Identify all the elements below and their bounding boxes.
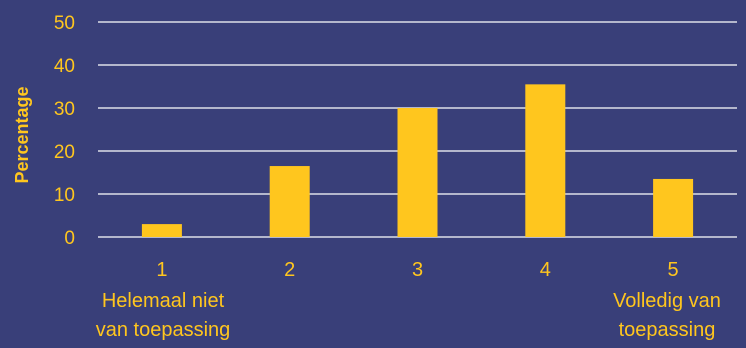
bar-5 — [653, 178, 694, 237]
bar-4 — [525, 84, 566, 237]
y-tick-label: 20 — [54, 142, 75, 163]
y-tick-label: 30 — [54, 99, 75, 120]
bars — [141, 84, 694, 237]
bar-1 — [141, 224, 182, 237]
y-tick-label: 0 — [64, 228, 75, 249]
y-tick-label: 10 — [54, 185, 75, 206]
y-axis-tick-labels: 0 10 20 30 40 50 — [54, 13, 75, 249]
y-axis-label: Percentage — [12, 86, 32, 183]
x-tick-label: 4 — [540, 259, 551, 281]
x-tick-label: 2 — [284, 259, 295, 281]
x-axis-tick-labels: 1 2 3 4 5 — [156, 259, 678, 281]
scale-anchor-left-line-1: Helemaal niet — [102, 290, 225, 312]
bar-2 — [269, 166, 310, 237]
scale-anchor-label-left: Helemaal niet van toepassing — [96, 290, 231, 341]
scale-anchor-label-right: Volledig van toepassing — [613, 290, 721, 341]
scale-anchor-right-line-1: Volledig van — [613, 290, 721, 312]
scale-anchor-right-line-2: toepassing — [619, 319, 716, 341]
y-tick-label: 50 — [54, 13, 75, 34]
x-tick-label: 5 — [668, 259, 679, 281]
scale-anchor-left-line-2: van toepassing — [96, 319, 231, 341]
x-tick-label: 1 — [156, 259, 167, 281]
y-tick-label: 40 — [54, 56, 75, 77]
bar-3 — [397, 108, 438, 237]
x-tick-label: 3 — [412, 259, 423, 281]
